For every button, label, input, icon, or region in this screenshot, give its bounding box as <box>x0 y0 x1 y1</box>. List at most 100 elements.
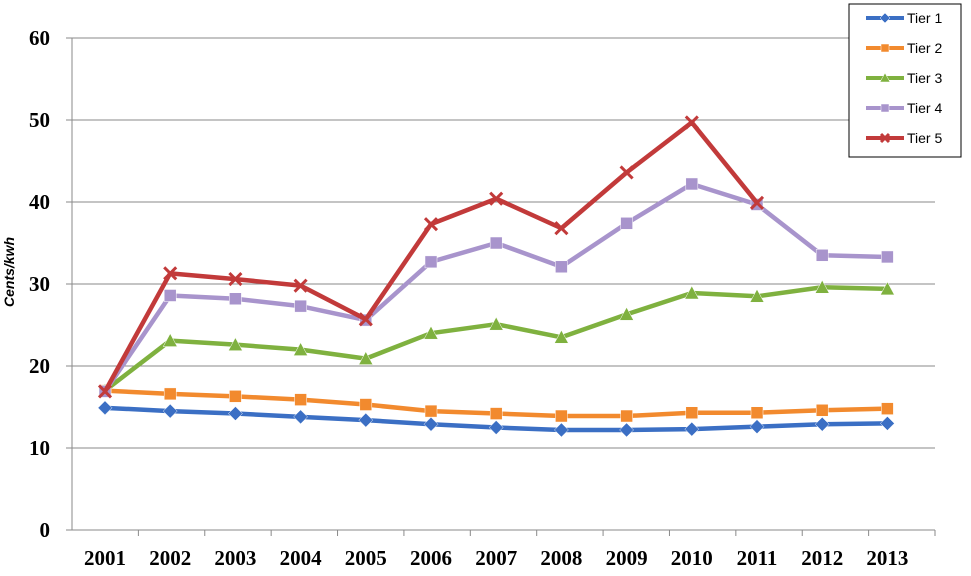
x-tick-label: 2002 <box>149 546 191 570</box>
series-tier-4 <box>98 177 894 398</box>
legend-item: Tier 1 <box>866 10 942 26</box>
legend-marker <box>880 103 890 113</box>
legend-item: Tier 3 <box>866 70 942 86</box>
axes <box>71 38 936 536</box>
x-tick-labels: 2001 2002 2003 2004 2005 2006 2007 2008 2009 2010… <box>84 546 908 570</box>
series-line <box>102 181 890 394</box>
data-point <box>163 387 177 401</box>
x-tick-label: 2010 <box>671 546 713 570</box>
data-point <box>750 406 764 419</box>
data-point <box>619 306 635 321</box>
x-tick-label: 2005 <box>345 546 387 570</box>
data-point <box>749 419 765 435</box>
data-point <box>555 409 568 423</box>
legend-marker <box>880 43 890 53</box>
data-point <box>229 292 242 306</box>
data-point <box>488 420 504 435</box>
data-point <box>294 393 307 406</box>
legend-label: Tier 3 <box>907 70 942 86</box>
x-tick-label: 2008 <box>540 546 582 570</box>
data-point <box>619 422 634 438</box>
y-tick-labels: 0 10 20 30 40 50 60 <box>29 26 50 542</box>
data-point <box>293 278 308 293</box>
data-point <box>163 289 177 302</box>
data-point <box>227 337 243 351</box>
series-tier-1 <box>97 400 895 438</box>
data-point <box>554 221 569 236</box>
y-tick-label: 0 <box>40 518 51 542</box>
legend-item: Tier 2 <box>866 40 942 56</box>
data-point <box>97 384 113 399</box>
y-tick-label: 20 <box>29 354 50 378</box>
series-group <box>97 115 895 438</box>
data-point <box>293 342 309 356</box>
data-point <box>879 281 895 296</box>
legend-box <box>848 3 962 158</box>
data-point <box>553 329 569 344</box>
data-point <box>815 404 829 417</box>
data-point <box>880 416 895 431</box>
data-point <box>814 416 830 432</box>
data-point <box>229 390 242 403</box>
series-tier-3 <box>97 279 895 397</box>
data-point <box>424 255 438 269</box>
x-tick-label: 2013 <box>866 546 908 570</box>
data-point <box>555 260 568 274</box>
data-point <box>749 288 765 303</box>
data-point <box>620 409 633 423</box>
data-point <box>294 299 307 313</box>
data-point <box>814 279 830 294</box>
series-line <box>102 285 890 393</box>
data-point <box>97 400 113 416</box>
data-point <box>489 407 503 420</box>
legend-marker <box>879 132 891 144</box>
data-point <box>162 333 178 347</box>
data-point <box>488 316 504 331</box>
x-tick-label: 2006 <box>410 546 452 570</box>
y-tick-label: 50 <box>29 108 50 132</box>
legend-label: Tier 2 <box>907 40 942 56</box>
data-point <box>162 403 178 419</box>
x-tick-label: 2009 <box>606 546 648 570</box>
data-point <box>684 421 700 437</box>
data-point <box>685 177 699 191</box>
legend-marker <box>879 12 891 24</box>
series-tier-2 <box>98 384 894 423</box>
data-point <box>424 404 438 418</box>
data-point <box>749 195 765 210</box>
x-tick-label: 2007 <box>475 546 517 570</box>
data-point <box>163 266 178 281</box>
y-tick-label: 30 <box>29 272 50 296</box>
x-tick-label: 2004 <box>280 546 323 570</box>
data-point <box>293 409 308 425</box>
y-tick-label: 40 <box>29 190 50 214</box>
data-point <box>423 416 439 432</box>
data-point <box>228 272 243 287</box>
data-point <box>881 402 894 415</box>
data-point <box>554 422 569 438</box>
data-point <box>620 217 633 230</box>
y-axis-label: Cents/kwh <box>1 237 17 307</box>
legend-item: Tier 5 <box>866 130 942 146</box>
data-point <box>423 217 439 232</box>
gridlines <box>66 37 935 531</box>
data-point <box>359 398 373 411</box>
data-point <box>489 236 503 250</box>
data-point <box>881 250 894 264</box>
data-point <box>228 406 243 421</box>
data-point <box>358 312 373 327</box>
data-point <box>358 351 374 365</box>
legend-marker <box>879 72 891 83</box>
data-point <box>358 412 374 428</box>
data-point <box>685 406 699 419</box>
x-tick-label: 2011 <box>737 546 778 570</box>
y-tick-label: 60 <box>29 26 50 50</box>
legend-item: Tier 4 <box>866 100 942 116</box>
x-tick-label: 2001 <box>84 546 126 570</box>
x-tick-label: 2003 <box>214 546 256 570</box>
legend: Tier 1 Tier 2 Tier 3 Tier 4 Tier 5 <box>848 3 962 158</box>
data-point <box>619 165 634 180</box>
legend-label: Tier 5 <box>907 130 942 146</box>
data-point <box>684 285 700 300</box>
